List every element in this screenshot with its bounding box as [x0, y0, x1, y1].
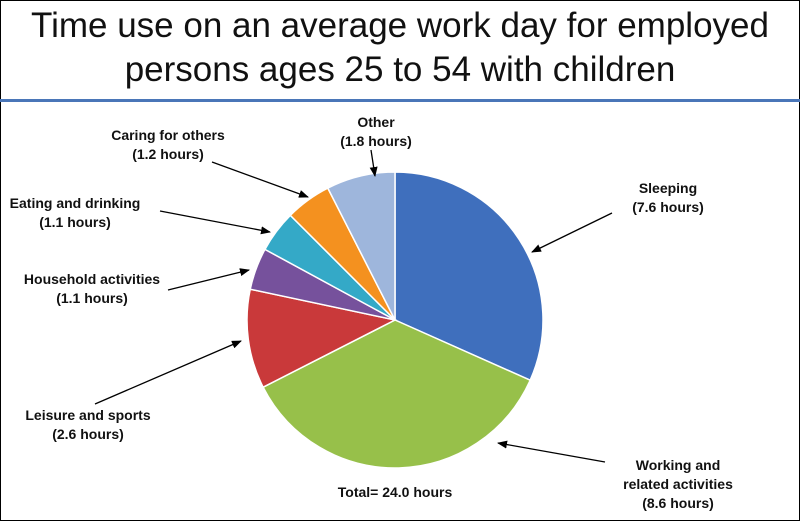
slice-label-0: Sleeping (7.6 hours)	[632, 180, 704, 215]
slice-labels: Sleeping (7.6 hours) Working and related ac…	[10, 114, 733, 511]
slice-label-1-line-0: Working and	[636, 457, 721, 473]
leader-arrow-1	[497, 440, 606, 463]
slice-label-4: Eating and drinking (1.1 hours)	[10, 195, 141, 230]
pie-slice-0	[394, 171, 544, 382]
pie-slice-1	[262, 319, 532, 469]
title-divider	[0, 99, 800, 102]
leader-arrow-6	[369, 149, 378, 177]
slice-label-0-line-1: (7.6 hours)	[632, 199, 704, 215]
chart-title: Time use on an average work day for empl…	[0, 4, 800, 92]
slice-label-4-line-0: Eating and drinking	[10, 195, 141, 211]
pie-slice-2	[246, 288, 398, 389]
slice-label-1-line-2: (8.6 hours)	[642, 495, 714, 511]
pie-slice-6	[326, 171, 396, 321]
chart-title-line-2: persons ages 25 to 54 with children	[124, 50, 676, 89]
leader-arrow-0	[531, 212, 613, 253]
slice-label-2-line-1: (2.6 hours)	[52, 426, 124, 442]
leader-arrow-4	[159, 210, 271, 235]
slice-label-5: Caring for others (1.2 hours)	[111, 127, 225, 162]
total-label: Total= 24.0 hours	[338, 484, 453, 500]
chart-title-line-1: Time use on an average work day for empl…	[31, 6, 769, 45]
slice-label-0-line-0: Sleeping	[639, 180, 697, 196]
slice-label-1: Working and related activities (8.6 hours)	[623, 457, 733, 511]
slice-label-3-line-1: (1.1 hours)	[56, 290, 128, 306]
leader-arrow-3	[167, 268, 250, 291]
slice-label-4-line-1: (1.1 hours)	[39, 214, 111, 230]
slice-label-5-line-0: Caring for others	[111, 127, 225, 143]
leader-lines	[94, 149, 613, 463]
slice-label-3-line-0: Household activities	[24, 271, 160, 287]
leader-arrow-2	[94, 340, 242, 405]
pie-slices	[246, 171, 544, 469]
slice-label-6: Other (1.8 hours)	[340, 114, 412, 149]
slice-label-6-line-0: Other	[357, 114, 395, 130]
slice-label-6-line-1: (1.8 hours)	[340, 133, 412, 149]
leader-arrow-5	[211, 161, 309, 198]
slice-label-1-line-1: related activities	[623, 476, 733, 492]
slice-label-3: Household activities (1.1 hours)	[24, 271, 160, 306]
slice-label-2: Leisure and sports (2.6 hours)	[25, 407, 150, 442]
slice-label-5-line-1: (1.2 hours)	[132, 146, 204, 162]
slice-label-2-line-0: Leisure and sports	[25, 407, 150, 423]
